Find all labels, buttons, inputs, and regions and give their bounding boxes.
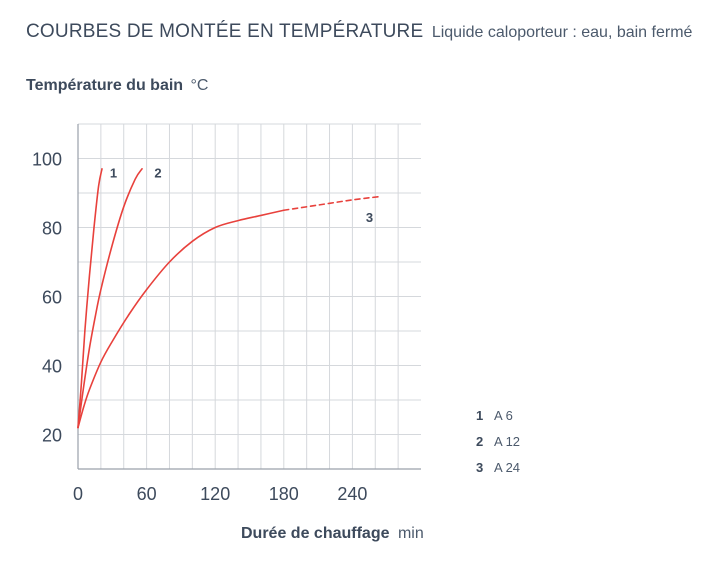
y-axis-label: Température du bain <box>26 77 184 94</box>
legend-number: 3 <box>476 459 484 475</box>
legend-item: 2 A 12 <box>476 428 520 454</box>
y-tick-label: 80 <box>42 219 62 239</box>
legend-item: 3 A 24 <box>476 454 520 480</box>
y-tick-label: 20 <box>42 426 62 446</box>
x-tick-label: 240 <box>337 484 367 504</box>
legend-label: A 12 <box>494 433 521 449</box>
y-tick-label: 40 <box>42 357 62 377</box>
series-line <box>77 168 103 429</box>
chart-title-row: COURBES DE MONTÉE EN TEMPÉRATURE Liquide… <box>26 21 692 43</box>
y-tick-label: 60 <box>42 288 62 308</box>
series-line <box>77 209 285 429</box>
legend-item: 1 A 6 <box>476 402 520 428</box>
x-tick-label: 120 <box>200 484 230 504</box>
series-line <box>77 168 143 429</box>
y-tick-label: 100 <box>32 150 62 170</box>
x-tick-label: 180 <box>269 484 299 504</box>
x-axis-unit: min <box>397 525 424 542</box>
y-axis-title: Température du bain °C <box>26 77 208 95</box>
x-tick-label: 60 <box>137 484 157 504</box>
series-annotation: 2 <box>154 165 161 180</box>
series-annotation: 1 <box>110 165 117 180</box>
chart-legend: 1 A 6 2 A 12 3 A 24 <box>476 402 520 480</box>
x-tick-label: 0 <box>73 484 83 504</box>
chart-title: COURBES DE MONTÉE EN TEMPÉRATURE <box>26 21 424 42</box>
chart-subtitle: Liquide caloporteur : eau, bain fermé <box>431 24 693 41</box>
series-line-dashed <box>283 195 382 212</box>
legend-label: A 6 <box>494 407 513 423</box>
legend-label: A 24 <box>494 459 521 475</box>
y-axis-unit: °C <box>190 77 209 94</box>
x-axis-title: Durée de chauffage min <box>241 525 424 543</box>
x-axis-label: Durée de chauffage <box>241 525 390 542</box>
legend-number: 2 <box>476 433 484 449</box>
series-annotation: 3 <box>366 210 373 225</box>
legend-number: 1 <box>476 407 484 423</box>
